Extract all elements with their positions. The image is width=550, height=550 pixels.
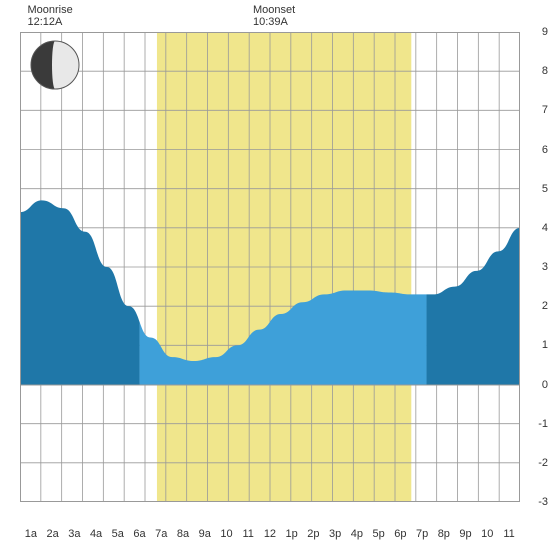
moonset-time: 10:39A bbox=[253, 16, 295, 28]
y-tick: 8 bbox=[542, 65, 548, 77]
x-tick: 10 bbox=[476, 528, 498, 540]
tide-chart: Moonrise 12:12A Moonset 10:39A -3-2-1012… bbox=[0, 0, 550, 550]
y-tick: 1 bbox=[542, 339, 548, 351]
y-tick: 3 bbox=[542, 261, 548, 273]
x-tick: 10 bbox=[216, 528, 238, 540]
x-tick: 3p bbox=[324, 528, 346, 540]
y-tick: -2 bbox=[538, 457, 548, 469]
x-tick: 5p bbox=[368, 528, 390, 540]
moonset-title: Moonset bbox=[253, 4, 295, 16]
x-tick: 11 bbox=[237, 528, 259, 540]
y-tick: 0 bbox=[542, 379, 548, 391]
plot-area bbox=[20, 32, 520, 502]
x-tick: 8p bbox=[433, 528, 455, 540]
x-tick: 6a bbox=[129, 528, 151, 540]
x-tick: 12 bbox=[259, 528, 281, 540]
x-tick: 2p bbox=[303, 528, 325, 540]
x-tick: 5a bbox=[107, 528, 129, 540]
y-tick: 7 bbox=[542, 104, 548, 116]
x-tick: 7a bbox=[150, 528, 172, 540]
moon-lit-half bbox=[52, 41, 79, 89]
y-tick: 9 bbox=[542, 26, 548, 38]
x-tick: 11 bbox=[498, 528, 520, 540]
x-tick: 3a bbox=[63, 528, 85, 540]
y-tick: -3 bbox=[538, 496, 548, 508]
x-tick: 2a bbox=[42, 528, 64, 540]
x-tick: 8a bbox=[172, 528, 194, 540]
x-axis: 1a2a3a4a5a6a7a8a9a1011121p2p3p4p5p6p7p8p… bbox=[20, 528, 520, 540]
x-tick: 1p bbox=[281, 528, 303, 540]
x-tick: 1a bbox=[20, 528, 42, 540]
y-tick: -1 bbox=[538, 418, 548, 430]
x-tick: 4a bbox=[85, 528, 107, 540]
moonrise-label: Moonrise 12:12A bbox=[28, 4, 73, 28]
moon-phase-icon bbox=[30, 40, 80, 90]
moonrise-title: Moonrise bbox=[28, 4, 73, 16]
y-tick: 5 bbox=[542, 183, 548, 195]
y-tick: 2 bbox=[542, 300, 548, 312]
y-tick: 4 bbox=[542, 222, 548, 234]
moonrise-time: 12:12A bbox=[28, 16, 73, 28]
x-tick: 9p bbox=[455, 528, 477, 540]
x-tick: 4p bbox=[346, 528, 368, 540]
x-tick: 7p bbox=[411, 528, 433, 540]
x-tick: 9a bbox=[194, 528, 216, 540]
x-tick: 6p bbox=[389, 528, 411, 540]
moonset-label: Moonset 10:39A bbox=[253, 4, 295, 28]
y-tick: 6 bbox=[542, 144, 548, 156]
